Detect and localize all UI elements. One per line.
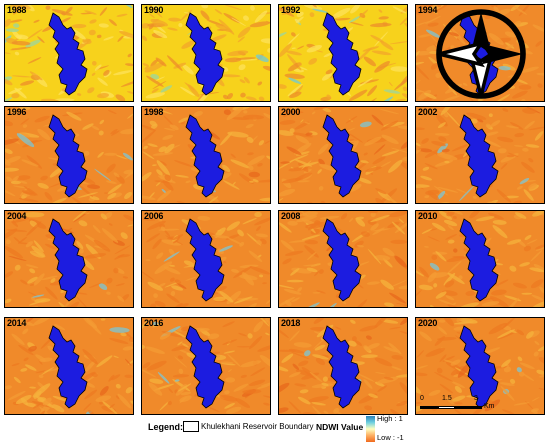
ndwi-map-panel: 2014 <box>4 317 134 415</box>
ndwi-map-panel: 1992 <box>278 4 408 102</box>
scale-unit: Km <box>484 403 495 410</box>
map-grid: 1988 1990 1992 1994 1996 1998 2000 2002 2004 2006… <box>4 4 545 415</box>
panel-year-label: 2020 <box>418 318 438 328</box>
panel-year-label: 2004 <box>7 211 27 221</box>
panel-year-label: 2008 <box>281 211 301 221</box>
boundary-label: Khulekhani Reservoir Boundary <box>201 422 314 431</box>
panel-year-label: 2014 <box>7 318 27 328</box>
reservoir-boundary <box>322 12 362 96</box>
scale-tick-1: 1.5 <box>442 395 452 402</box>
ndwi-raster <box>5 211 133 307</box>
reservoir-boundary <box>322 325 362 409</box>
ndwi-map-panel: 2016 <box>141 317 271 415</box>
ndwi-map-panel: 2018 <box>278 317 408 415</box>
panel-year-label: 1998 <box>144 107 164 117</box>
reservoir-boundary <box>459 114 499 198</box>
ndwi-raster <box>416 318 544 414</box>
ndwi-map-panel: 1998 <box>141 106 271 204</box>
ndwi-map-panel: 2020 0 1.5 3 Km <box>415 317 545 415</box>
panel-year-label: 1988 <box>7 5 27 15</box>
ndwi-raster <box>142 5 270 101</box>
ndwi-raster <box>279 5 407 101</box>
panel-year-label: 2002 <box>418 107 438 117</box>
reservoir-boundary <box>322 114 362 198</box>
ndwi-raster <box>416 211 544 307</box>
ndwi-map-panel: 2000 <box>278 106 408 204</box>
panel-year-label: 2006 <box>144 211 164 221</box>
ndwi-raster <box>279 107 407 203</box>
reservoir-boundary <box>48 12 88 96</box>
reservoir-boundary <box>185 114 225 198</box>
reservoir-boundary <box>322 218 362 302</box>
north-arrow-icon <box>436 9 526 99</box>
panel-year-label: 1992 <box>281 5 301 15</box>
legend-title: Legend: <box>148 422 183 432</box>
ndwi-high-label: High : 1 <box>377 414 403 423</box>
reservoir-boundary <box>48 218 88 302</box>
ndwi-raster <box>416 107 544 203</box>
ndwi-map-panel: 1996 <box>4 106 134 204</box>
scale-bar: 0 1.5 3 Km <box>420 395 495 411</box>
legend: Legend: Khulekhani Reservoir Boundary ND… <box>148 414 408 444</box>
ndwi-label: NDWI Value <box>316 422 364 432</box>
ndwi-color-ramp <box>366 416 375 442</box>
ndwi-raster <box>279 211 407 307</box>
ndwi-raster <box>279 318 407 414</box>
reservoir-boundary <box>459 325 499 409</box>
scale-tick-2: 3 <box>474 395 478 402</box>
reservoir-boundary <box>459 218 499 302</box>
reservoir-boundary <box>48 325 88 409</box>
ndwi-low-label: Low : -1 <box>377 433 404 442</box>
ndwi-raster <box>5 318 133 414</box>
ndwi-map-panel: 2002 <box>415 106 545 204</box>
ndwi-map-panel: 1988 <box>4 4 134 102</box>
ndwi-raster <box>142 318 270 414</box>
reservoir-boundary <box>185 218 225 302</box>
panel-year-label: 1996 <box>7 107 27 117</box>
panel-year-label: 1990 <box>144 5 164 15</box>
panel-year-label: 2016 <box>144 318 164 328</box>
ndwi-raster <box>142 107 270 203</box>
reservoir-boundary <box>185 325 225 409</box>
ndwi-map-panel: 1990 <box>141 4 271 102</box>
ndwi-raster <box>5 107 133 203</box>
ndwi-raster <box>142 211 270 307</box>
scale-bar-graphic <box>420 406 482 409</box>
ndwi-map-panel: 1994 <box>415 4 545 102</box>
ndwi-map-panel: 2006 <box>141 210 271 308</box>
panel-year-label: 1994 <box>418 5 438 15</box>
ndwi-map-panel: 2010 <box>415 210 545 308</box>
ndwi-raster <box>5 5 133 101</box>
ndwi-map-panel: 2004 <box>4 210 134 308</box>
ndwi-map-panel: 2008 <box>278 210 408 308</box>
reservoir-boundary <box>185 12 225 96</box>
scale-tick-0: 0 <box>420 395 424 402</box>
boundary-swatch <box>183 421 199 432</box>
panel-year-label: 2010 <box>418 211 438 221</box>
panel-year-label: 2018 <box>281 318 301 328</box>
panel-year-label: 2000 <box>281 107 301 117</box>
reservoir-boundary <box>48 114 88 198</box>
